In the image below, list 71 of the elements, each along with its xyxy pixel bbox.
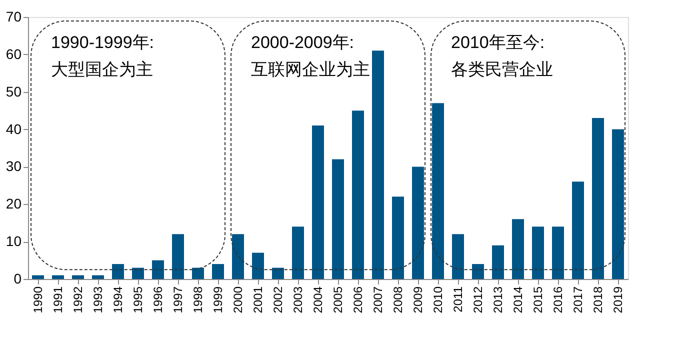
x-tick-label: 2012 bbox=[471, 286, 485, 314]
x-tick-label: 1992 bbox=[71, 286, 85, 314]
bar bbox=[152, 260, 164, 279]
bar bbox=[212, 264, 224, 279]
x-tick-label: 2014 bbox=[511, 286, 525, 314]
bar bbox=[572, 182, 584, 279]
x-tick-label: 2016 bbox=[551, 286, 565, 314]
bar bbox=[172, 234, 184, 279]
x-tick-label: 1999 bbox=[211, 286, 225, 314]
x-tick-label: 2002 bbox=[271, 286, 285, 314]
y-tick-label: 20 bbox=[6, 196, 22, 212]
bar bbox=[332, 159, 344, 279]
bar bbox=[432, 103, 444, 279]
x-tick-label: 1995 bbox=[131, 286, 145, 314]
bar bbox=[512, 219, 524, 279]
x-tick-label: 1990 bbox=[31, 286, 45, 314]
x-tick-label: 1998 bbox=[191, 286, 205, 314]
bar bbox=[272, 268, 284, 279]
annotation: 2000-2009年: 互联网企业为主 bbox=[251, 33, 370, 79]
x-tick-label: 1994 bbox=[111, 286, 125, 314]
y-tick-label: 40 bbox=[6, 120, 22, 137]
x-tick-label: 2019 bbox=[611, 286, 625, 314]
bar bbox=[292, 226, 304, 279]
x-tick-label: 2008 bbox=[391, 286, 405, 314]
bar bbox=[372, 50, 384, 279]
bar bbox=[412, 166, 424, 279]
bar bbox=[192, 268, 204, 279]
x-tick-label: 1997 bbox=[171, 286, 185, 314]
bar bbox=[72, 275, 84, 279]
bar bbox=[592, 118, 604, 279]
x-tick-label: 2015 bbox=[531, 286, 545, 314]
x-tick-label: 2001 bbox=[251, 286, 265, 314]
y-tick-label: 0 bbox=[14, 270, 22, 286]
bar bbox=[32, 275, 44, 279]
bar bbox=[52, 275, 64, 279]
x-tick-label: 2013 bbox=[491, 286, 505, 314]
x-tick-label: 2009 bbox=[411, 286, 425, 314]
bar bbox=[552, 226, 564, 279]
bar bbox=[132, 268, 144, 279]
x-tick-label: 2000 bbox=[231, 286, 245, 314]
x-tick-label: 2006 bbox=[351, 286, 365, 314]
y-tick-label: 60 bbox=[6, 46, 22, 62]
bar bbox=[252, 252, 264, 279]
x-tick-label: 2007 bbox=[371, 286, 385, 314]
bar bbox=[232, 234, 244, 279]
bar bbox=[492, 245, 504, 279]
bar bbox=[352, 110, 364, 279]
x-tick-label: 2010 bbox=[431, 286, 445, 314]
y-tick-label: 70 bbox=[6, 8, 22, 24]
bar bbox=[532, 226, 544, 279]
bar bbox=[312, 126, 324, 279]
x-tick-label: 2018 bbox=[591, 286, 605, 314]
bar bbox=[92, 275, 104, 279]
y-tick-label: 30 bbox=[6, 158, 22, 174]
bar bbox=[452, 234, 464, 279]
x-tick-label: 2005 bbox=[331, 286, 345, 314]
annotation: 2010年至今: 各类民营企业 bbox=[451, 33, 553, 79]
y-tick-label: 10 bbox=[6, 233, 22, 250]
x-tick-label: 1991 bbox=[51, 286, 65, 314]
annotation: 1990-1999年: 大型国企为主 bbox=[51, 33, 154, 79]
bar bbox=[112, 264, 124, 279]
bar bbox=[392, 196, 404, 279]
x-tick-label: 1996 bbox=[151, 286, 165, 314]
y-tick-label: 50 bbox=[6, 83, 22, 100]
x-tick-label: 2011 bbox=[451, 286, 465, 312]
bar bbox=[612, 129, 624, 279]
x-tick-label: 1993 bbox=[91, 286, 105, 314]
x-tick-label: 2003 bbox=[291, 286, 305, 314]
x-tick-label: 2004 bbox=[311, 286, 325, 314]
x-tick-label: 2017 bbox=[571, 286, 585, 314]
bar bbox=[472, 264, 484, 279]
